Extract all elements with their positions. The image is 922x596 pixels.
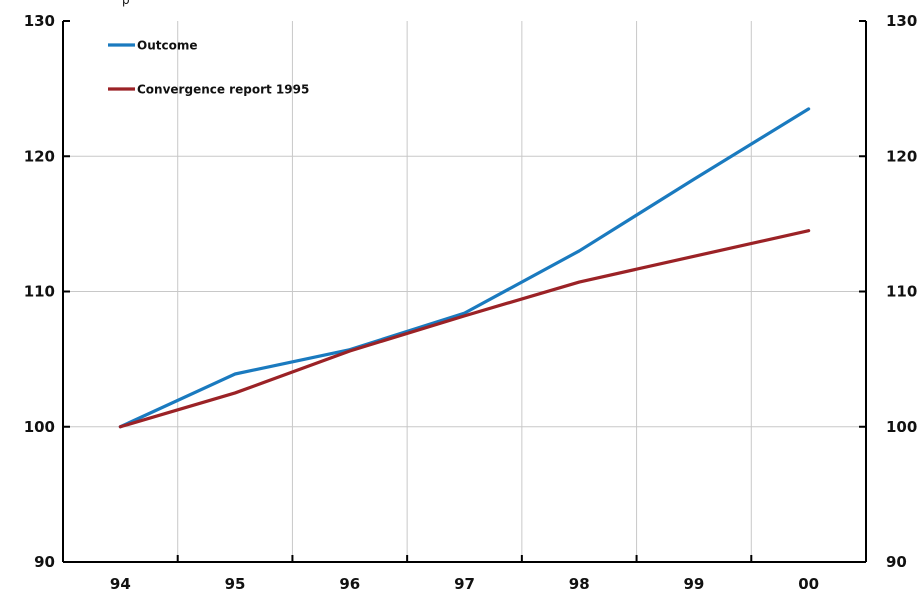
y-tick-label-right: 100 [886, 418, 917, 436]
gridlines [63, 21, 866, 562]
legend-label-0: Outcome [137, 39, 197, 53]
x-tick-label: 98 [569, 575, 590, 593]
tick-labels: 90 90 100 100 110 110 120 120 130 130 94 95 96 97 98 99… [24, 12, 918, 593]
axes [62, 20, 867, 563]
y-tick-label-left: 120 [24, 147, 55, 165]
series-lines [118, 107, 811, 429]
x-tick-label: 97 [454, 575, 475, 593]
y-tick-label-left: 130 [24, 12, 55, 30]
series-line-0 [118, 107, 811, 429]
y-tick-label-left: 100 [24, 418, 55, 436]
x-tick-label: 95 [225, 575, 246, 593]
y-tick-label-right: 90 [886, 553, 907, 571]
x-tick-label: 00 [798, 575, 819, 593]
y-tick-label-right: 110 [886, 283, 917, 301]
y-tick-label-left: 90 [34, 553, 55, 571]
series-line-1 [118, 229, 811, 429]
y-tick-label-right: 130 [886, 12, 917, 30]
x-tick-label: 94 [110, 575, 131, 593]
legend-label-1: Convergence report 1995 [137, 83, 309, 97]
top-text-fragment: p [122, 0, 130, 7]
legend: Outcome Convergence report 1995 [108, 39, 309, 97]
x-tick-label: 99 [683, 575, 704, 593]
y-tick-label-left: 110 [24, 283, 55, 301]
x-tick-label: 96 [339, 575, 360, 593]
y-tick-label-right: 120 [886, 147, 917, 165]
